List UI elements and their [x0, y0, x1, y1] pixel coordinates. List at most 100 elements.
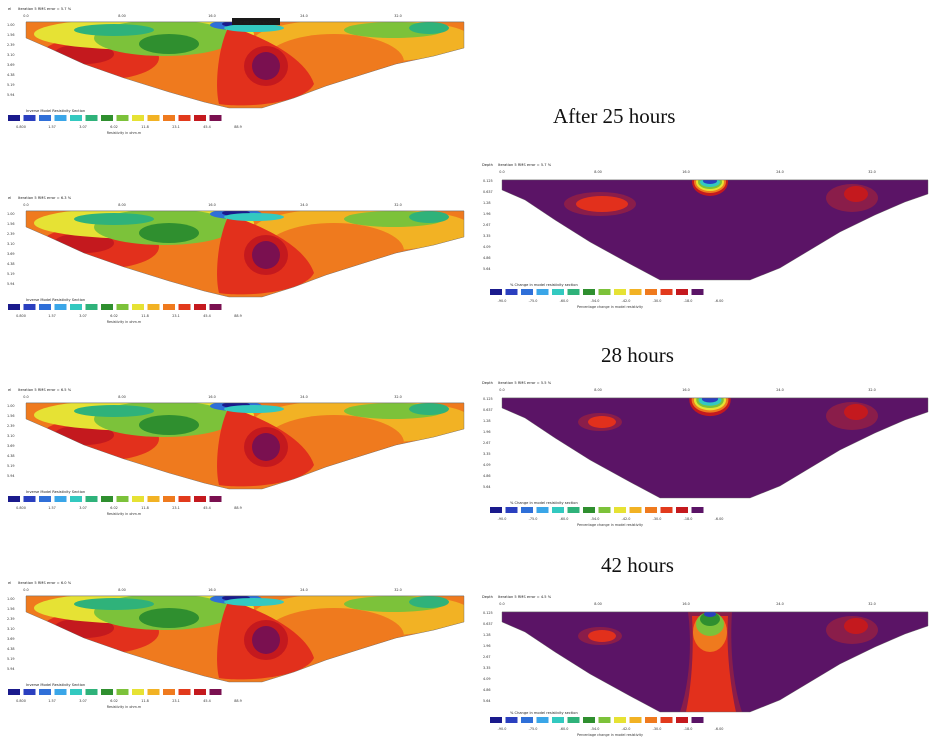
legend-value: -90.0: [498, 299, 507, 303]
legend-swatch: [645, 507, 657, 513]
legend-swatch: [70, 496, 82, 502]
depth-label: 5.19: [7, 272, 15, 276]
section-body: [26, 22, 464, 108]
resistivity-section-1-svg: el Iteration 5 RMS error = 5.7 % 0.0 8.00 16…: [7, 7, 465, 135]
legend-value: -42.0: [622, 299, 631, 303]
legend-value: 88.9: [234, 699, 242, 703]
depth-label: 1.28: [483, 633, 491, 637]
x-tick-label: 32.0: [394, 395, 402, 399]
legend-swatch: [676, 289, 688, 295]
depth-label: 1.96: [483, 212, 491, 216]
legend-swatch: [505, 289, 518, 295]
x-tick-label: 0.0: [23, 14, 28, 18]
caption-28-hours: 28 hours: [601, 343, 674, 367]
legend-swatch: [521, 289, 533, 295]
depth-label: 3.69: [7, 63, 15, 67]
legend-value: -18.0: [684, 517, 693, 521]
legend-swatch: [505, 507, 518, 513]
legend-value: 45.4: [203, 506, 211, 510]
section-outline: [25, 210, 465, 298]
legend-unit: Resistivity in ohm.m: [107, 320, 142, 324]
depth-label: 4.86: [483, 256, 491, 260]
change-section-25h: Depth Iteration 5 RMS error = 5.7 % 0.0 8.0…: [480, 160, 930, 320]
x-tick-label: 8.00: [594, 602, 602, 606]
legend-value: 0.800: [16, 314, 26, 318]
legend-unit: Resistivity in ohm.m: [107, 131, 142, 135]
x-tick-label: 24.0: [776, 602, 784, 606]
x-tick-label: 32.0: [394, 14, 402, 18]
depth-axis-title: Depth: [482, 595, 493, 599]
legend-swatch: [116, 304, 129, 310]
section-body: [26, 403, 464, 489]
depth-label: 0.637: [483, 190, 493, 194]
legend-value: -30.0: [653, 299, 662, 303]
x-tick-label: 8.00: [118, 395, 126, 399]
legend-swatch: [676, 507, 688, 513]
depth-label: 1.00: [7, 404, 15, 408]
iteration-header: Iteration 5 RMS error = 5.7 %: [498, 163, 552, 167]
depth-label: 1.56: [7, 222, 15, 226]
depth-label: 5.64: [483, 267, 491, 271]
legend-value: -60.0: [560, 517, 569, 521]
depth-label: 4.38: [7, 647, 15, 651]
depth-label: 1.96: [483, 430, 491, 434]
legend-title: Inverse Model Resistivity Section: [26, 298, 85, 302]
legend-title: % Change in model resistivity section: [510, 711, 578, 715]
depth-label: 3.69: [7, 252, 15, 256]
legend-value: 11.8: [141, 125, 149, 129]
depth-label: 3.10: [7, 53, 15, 57]
legend-swatch: [567, 717, 580, 723]
x-tick-label: 24.0: [300, 588, 308, 592]
section-body: [502, 398, 928, 498]
legend-swatch: [521, 507, 533, 513]
depth-label: 1.28: [483, 419, 491, 423]
right-green-spot: [409, 403, 449, 415]
section-outline: [501, 397, 929, 499]
x-tick-label: 8.00: [594, 170, 602, 174]
legend-swatch: [70, 115, 82, 121]
legend-swatch: [116, 496, 129, 502]
legend-swatch: [209, 304, 222, 310]
green-top-left: [74, 24, 154, 36]
legend-value: 11.8: [141, 699, 149, 703]
resistivity-section-1: el Iteration 5 RMS error = 5.7 % 0.0 8.00 16…: [4, 4, 466, 144]
legend-swatch: [583, 289, 595, 295]
depth-label: 3.35: [483, 234, 491, 238]
legend-value: 88.9: [234, 314, 242, 318]
legend-swatch: [178, 304, 191, 310]
legend-swatch: [505, 717, 518, 723]
legend-value: -54.0: [591, 299, 600, 303]
section-outline: [501, 179, 929, 281]
depth-label: 1.00: [7, 597, 15, 601]
x-tick-label: 16.0: [682, 170, 690, 174]
legend-swatch: [194, 115, 206, 121]
near-surface-cyan: [224, 598, 284, 606]
green-top-left: [74, 213, 154, 225]
legend-swatch: [614, 507, 626, 513]
resistivity-section-2-svg: el Iteration 5 RMS error = 6.3 % 0.0 8.00 16…: [7, 196, 465, 324]
legend-swatch: [70, 304, 82, 310]
central-purple-core: [252, 241, 280, 269]
green-top-left: [74, 598, 154, 610]
elevation-tag: el: [8, 196, 11, 200]
legend-value: 23.1: [172, 699, 180, 703]
legend-swatch: [178, 496, 191, 502]
legend-value: 6.02: [110, 314, 118, 318]
depth-label: 2.67: [483, 223, 491, 227]
legend-swatch: [147, 689, 160, 695]
green-zone: [139, 223, 199, 243]
legend-unit: Resistivity in ohm.m: [107, 512, 142, 516]
depth-label: 0.637: [483, 408, 493, 412]
legend-value: -90.0: [498, 517, 507, 521]
iteration-header: Iteration 5 RMS error = 4.5 %: [498, 595, 552, 599]
x-tick-label: 24.0: [300, 203, 308, 207]
elevation-tag: el: [8, 7, 11, 11]
legend-swatch: [178, 689, 191, 695]
right-red-lens: [844, 404, 868, 420]
central-purple-core: [252, 433, 280, 461]
legend-swatch: [194, 304, 206, 310]
change-section-28h: Depth Iteration 5 RMS error = 5.5 % 0.0 8.0…: [480, 378, 930, 538]
iteration-header: Iteration 5 RMS error = 5.5 %: [498, 381, 552, 385]
legend-swatch: [691, 507, 704, 513]
legend-swatch: [132, 496, 144, 502]
